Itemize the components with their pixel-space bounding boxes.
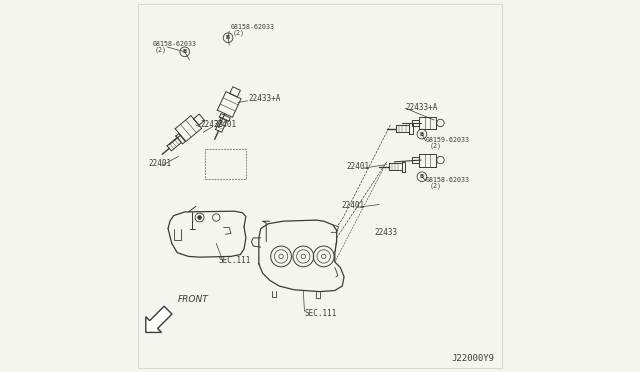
Text: 22401: 22401 bbox=[342, 201, 365, 210]
Text: (2): (2) bbox=[429, 183, 442, 189]
Text: J22000Y9: J22000Y9 bbox=[451, 354, 494, 363]
Text: (2): (2) bbox=[155, 46, 167, 53]
Text: (2): (2) bbox=[429, 143, 442, 149]
Text: 22401: 22401 bbox=[148, 158, 172, 168]
Text: SEC.111: SEC.111 bbox=[218, 256, 250, 265]
Text: 22401: 22401 bbox=[214, 120, 237, 129]
Text: FRONT: FRONT bbox=[177, 295, 208, 304]
Text: 22433: 22433 bbox=[201, 120, 224, 129]
Polygon shape bbox=[146, 306, 172, 333]
Text: 22433+A: 22433+A bbox=[249, 94, 281, 103]
Text: 08158-62033: 08158-62033 bbox=[230, 24, 275, 30]
Text: B: B bbox=[420, 174, 424, 179]
Text: 08158-62033: 08158-62033 bbox=[152, 41, 196, 47]
Text: B: B bbox=[182, 49, 187, 54]
Text: (2): (2) bbox=[233, 29, 245, 36]
Circle shape bbox=[198, 216, 202, 219]
Text: 08159-62033: 08159-62033 bbox=[426, 137, 470, 143]
Text: SEC.111: SEC.111 bbox=[305, 310, 337, 318]
Text: B: B bbox=[420, 132, 424, 137]
Text: B: B bbox=[226, 35, 230, 40]
Text: 22433: 22433 bbox=[375, 228, 398, 237]
Text: 22401: 22401 bbox=[346, 162, 369, 171]
Text: 08158-62033: 08158-62033 bbox=[426, 177, 470, 183]
Text: 22433+A: 22433+A bbox=[405, 103, 438, 112]
